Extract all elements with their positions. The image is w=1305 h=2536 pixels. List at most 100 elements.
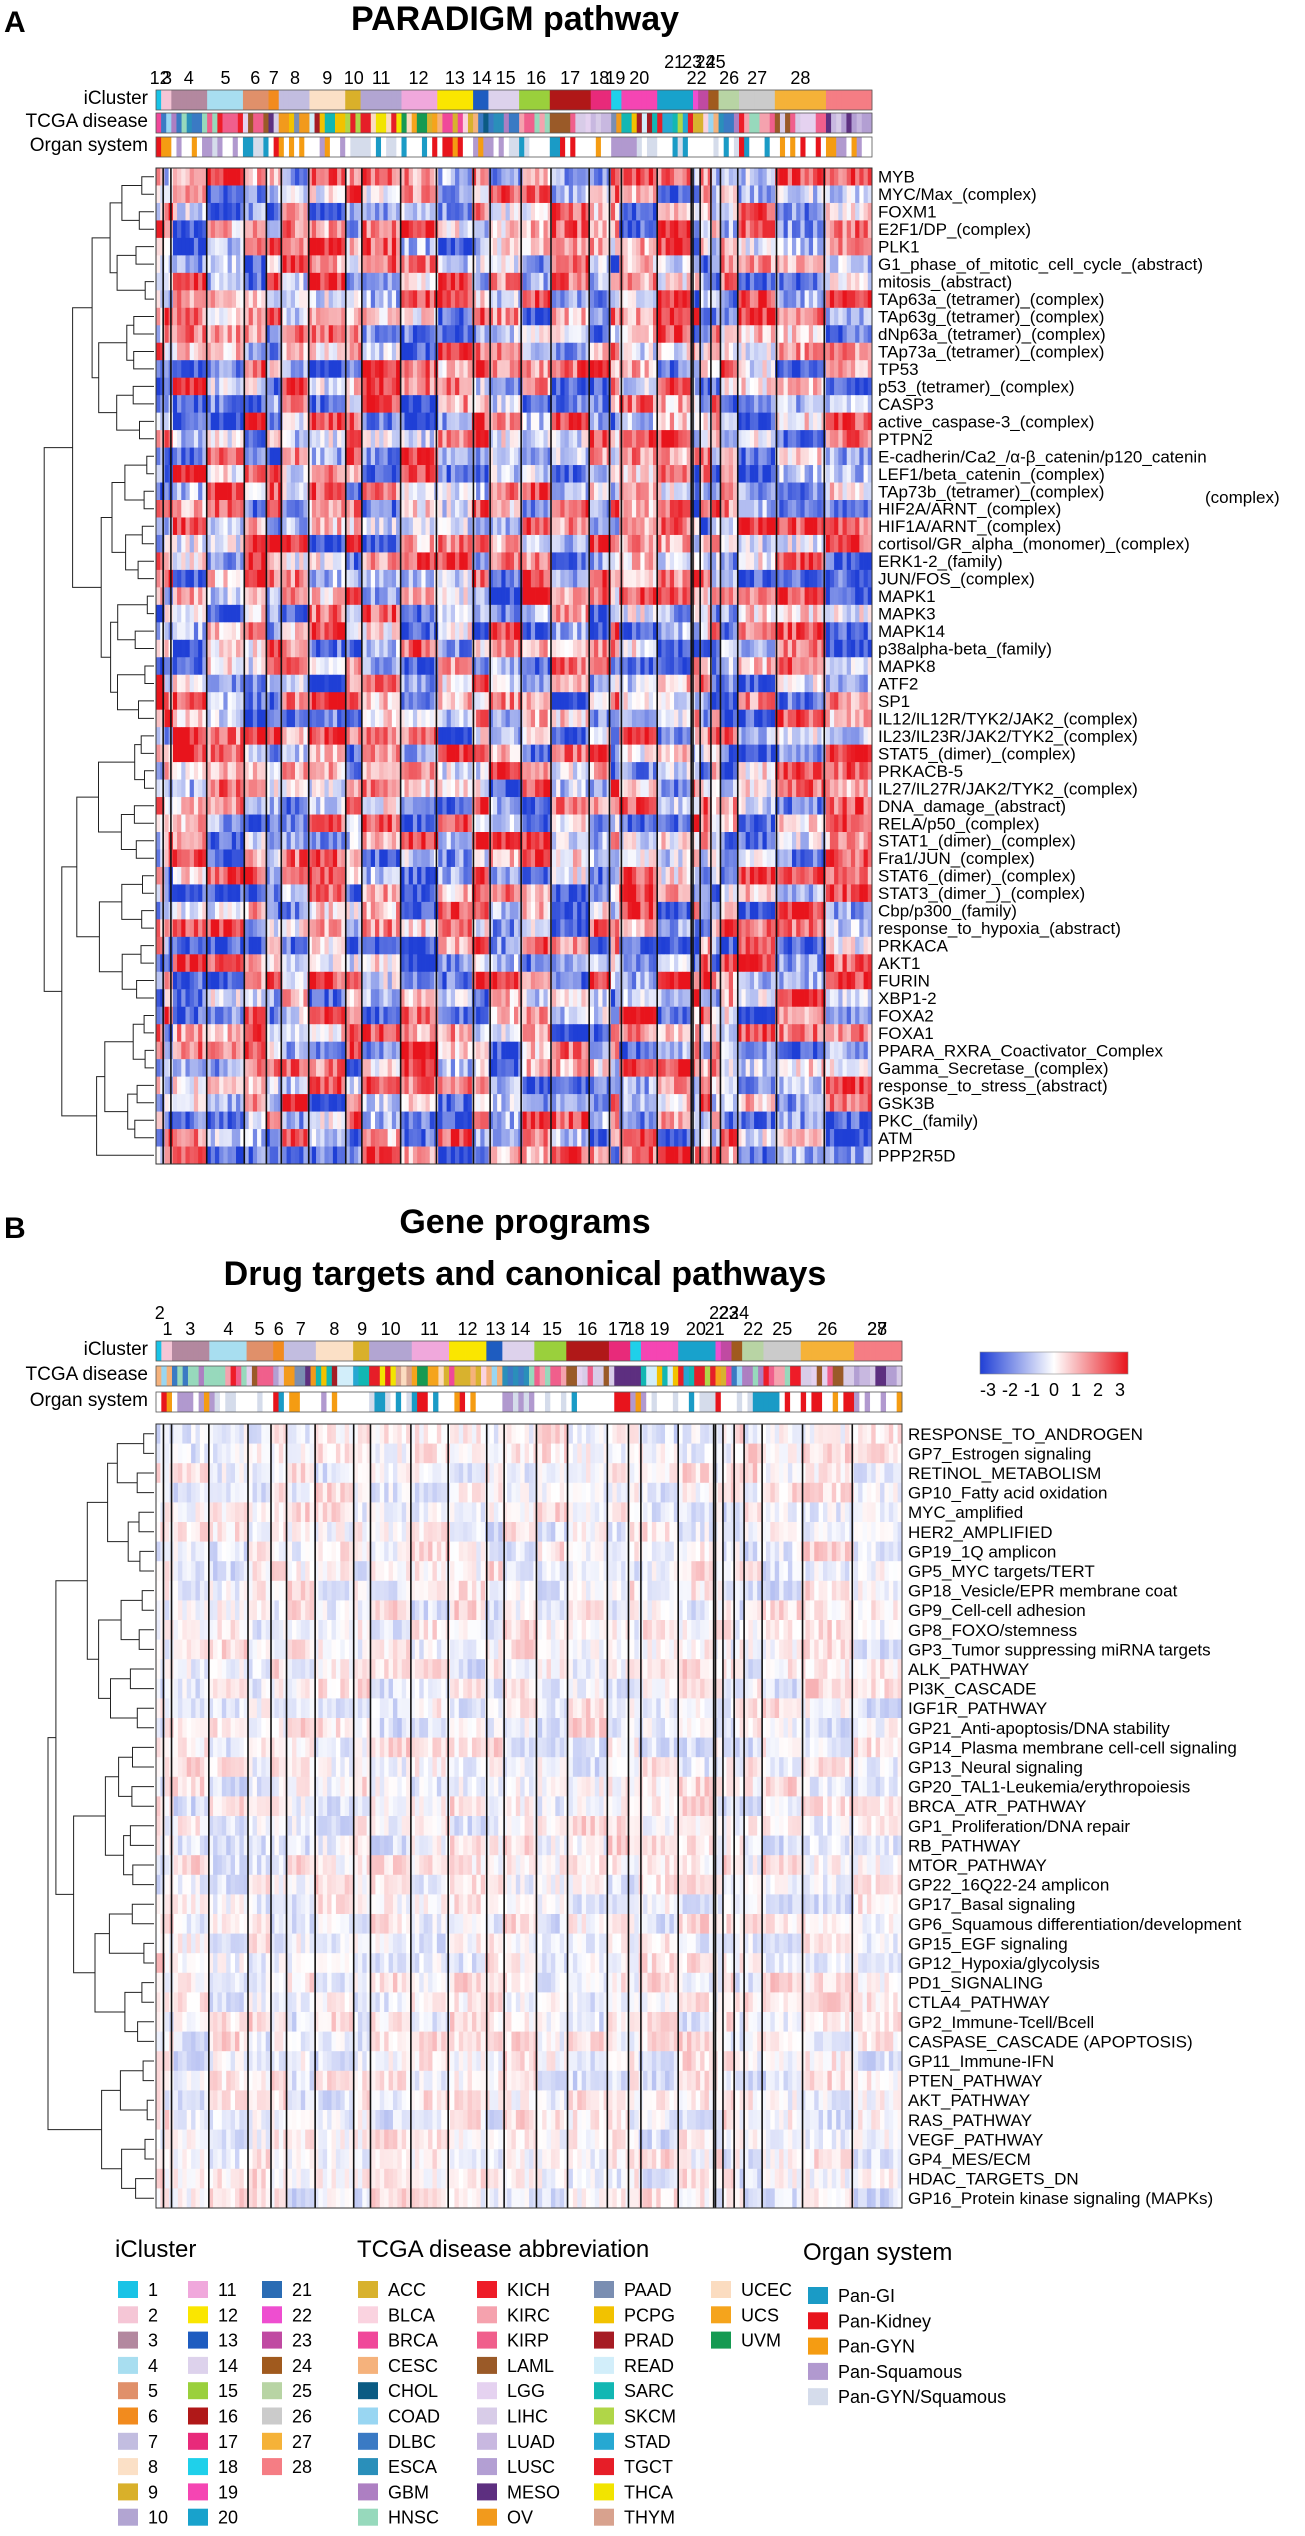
heatmap-cell xyxy=(522,237,527,256)
heatmap-cell xyxy=(728,237,734,256)
heatmap-cell xyxy=(551,447,557,466)
heatmap-cell xyxy=(514,534,519,553)
heatmap-cell xyxy=(560,272,565,291)
heatmap-cell xyxy=(787,168,793,186)
heatmap-cell xyxy=(539,412,544,431)
heatmap-cell xyxy=(193,482,199,501)
heatmap-cell xyxy=(307,202,313,221)
heatmap-cell xyxy=(236,237,241,256)
track-cell xyxy=(324,113,331,133)
heatmap-cell xyxy=(223,342,228,361)
heatmap-cell xyxy=(560,465,565,483)
heatmap-cell xyxy=(421,377,426,396)
heatmap-cell xyxy=(703,395,709,413)
heatmap-cell xyxy=(299,517,304,536)
heatmap-cell xyxy=(796,534,801,553)
heatmap-cell xyxy=(829,342,835,361)
heatmap-cell xyxy=(172,482,178,501)
heatmap-cell xyxy=(294,307,300,326)
heatmap-cell xyxy=(509,185,515,204)
heatmap-cell xyxy=(594,325,599,344)
heatmap-cell xyxy=(400,202,405,221)
heatmap-cell xyxy=(484,517,490,536)
heatmap-cell xyxy=(379,604,384,623)
heatmap-cell xyxy=(581,587,586,606)
heatmap-cell xyxy=(859,465,864,483)
heatmap-cell xyxy=(446,465,452,483)
heatmap-cell xyxy=(337,482,342,501)
track-cell xyxy=(288,90,295,110)
heatmap-cell xyxy=(320,569,325,588)
heatmap-cell xyxy=(762,587,768,606)
heatmap-cell xyxy=(467,168,473,186)
heatmap-cell xyxy=(594,377,599,396)
heatmap-cell xyxy=(838,255,843,274)
heatmap-cell xyxy=(177,290,182,309)
heatmap-cell xyxy=(299,430,304,448)
heatmap-cell xyxy=(648,569,654,588)
heatmap-cell xyxy=(813,395,818,413)
heatmap-cell xyxy=(375,587,380,606)
heatmap-cell xyxy=(236,465,241,483)
heatmap-cell xyxy=(349,604,355,623)
heatmap-cell xyxy=(572,604,578,623)
heatmap-cell xyxy=(711,587,717,606)
heatmap-cell xyxy=(640,552,645,571)
heatmap-cell xyxy=(417,272,422,291)
heatmap-cell xyxy=(834,342,839,361)
heatmap-cell xyxy=(551,534,557,553)
heatmap-cell xyxy=(337,377,342,396)
heatmap-cell xyxy=(770,168,776,186)
heatmap-cell xyxy=(535,500,540,518)
heatmap-cell xyxy=(669,569,675,588)
heatmap-cell xyxy=(257,465,262,483)
heatmap-cell xyxy=(564,604,570,623)
heatmap-cell xyxy=(855,325,860,344)
heatmap-cell xyxy=(501,237,506,256)
heatmap-cell xyxy=(492,447,498,466)
heatmap-cell xyxy=(290,447,296,466)
heatmap-cell xyxy=(379,185,384,204)
heatmap-cell xyxy=(602,604,608,623)
track-cell xyxy=(866,113,873,133)
heatmap-cell xyxy=(589,517,595,536)
heatmap-cell xyxy=(337,604,342,623)
heatmap-cell xyxy=(564,465,570,483)
heatmap-cell xyxy=(808,552,814,571)
heatmap-cell xyxy=(177,325,182,344)
heatmap-cell xyxy=(564,202,570,221)
track-cell xyxy=(580,113,586,133)
heatmap-cell xyxy=(438,290,443,309)
heatmap-cell xyxy=(800,202,805,221)
heatmap-cell xyxy=(749,360,755,379)
heatmap-cell xyxy=(627,500,633,518)
heatmap-cell xyxy=(476,377,481,396)
track-cell xyxy=(851,137,858,157)
heatmap-cell xyxy=(669,430,675,448)
heatmap-cell xyxy=(791,517,797,536)
heatmap-cell xyxy=(796,412,801,431)
track-cell xyxy=(585,90,592,110)
heatmap-cell xyxy=(514,430,519,448)
heatmap-cell xyxy=(383,482,388,501)
heatmap-cell xyxy=(850,395,856,413)
heatmap-cell xyxy=(741,500,746,518)
dendrogram-branch xyxy=(139,420,154,440)
heatmap-cell xyxy=(421,290,426,309)
heatmap-cell xyxy=(248,604,254,623)
dendrogram-branch xyxy=(98,761,135,833)
heatmap-cell xyxy=(825,185,831,204)
heatmap-cell xyxy=(770,552,776,571)
heatmap-cell xyxy=(598,237,603,256)
heatmap-cell xyxy=(181,430,186,448)
heatmap-cell xyxy=(551,342,557,361)
track-cell xyxy=(611,90,617,110)
track-cell xyxy=(646,113,653,133)
heatmap-cell xyxy=(850,377,856,396)
track-cell xyxy=(534,90,540,110)
heatmap-cell xyxy=(421,430,426,448)
heatmap-cell xyxy=(425,517,431,536)
heatmap-cell xyxy=(711,255,717,274)
heatmap-cell xyxy=(438,500,443,518)
heatmap-cell xyxy=(522,447,527,466)
